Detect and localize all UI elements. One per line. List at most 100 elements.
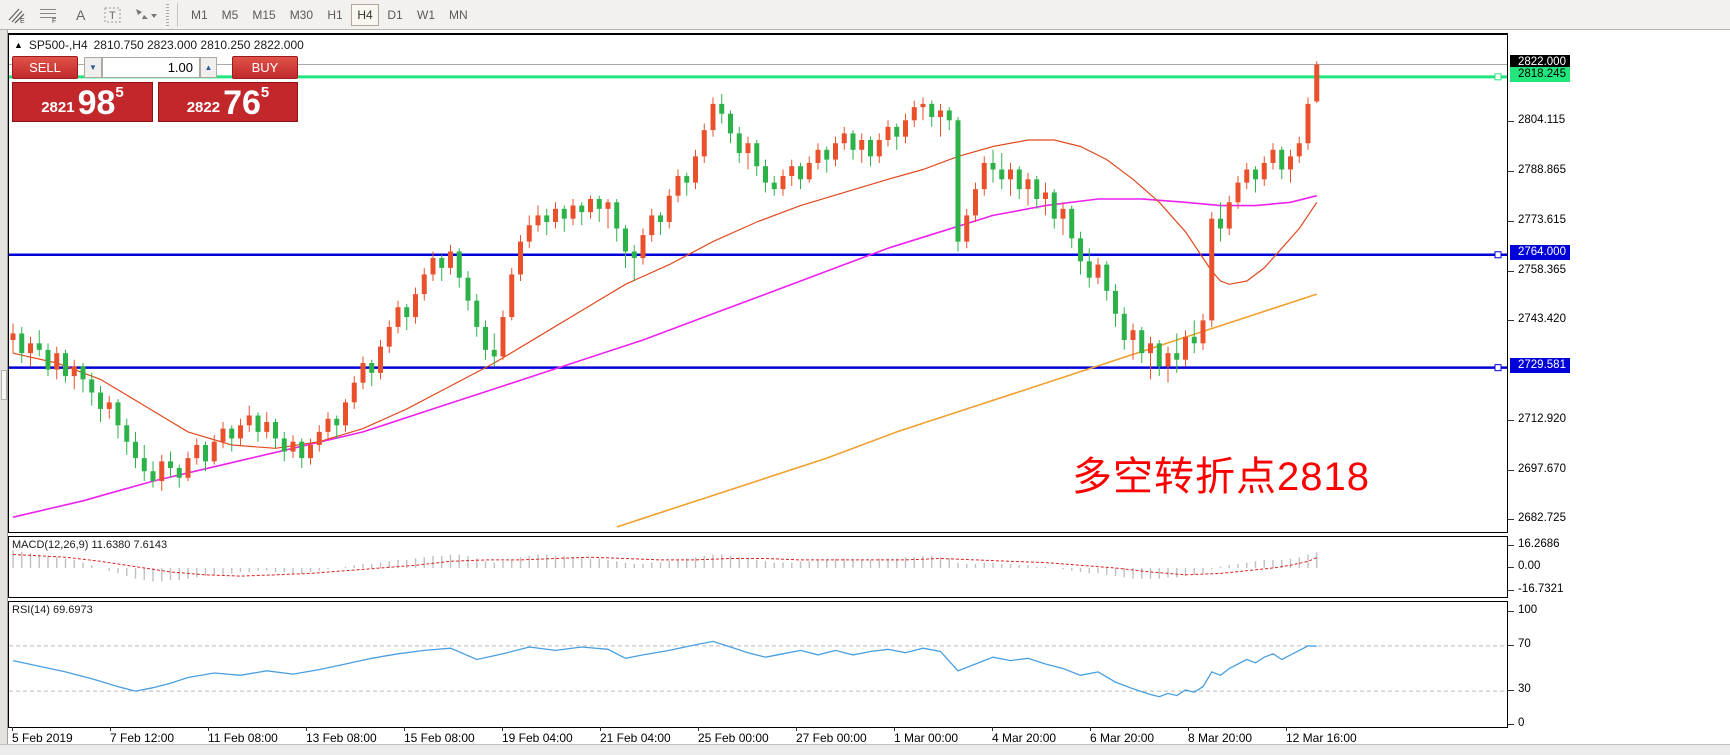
date-label: 1 Mar 00:00	[894, 731, 959, 745]
time-tick	[12, 727, 13, 731]
buy-quote[interactable]: 2822 76 5	[158, 82, 298, 122]
date-label: 4 Mar 20:00	[992, 731, 1057, 745]
arrows-tool-icon[interactable]	[130, 2, 160, 28]
toolbar-grip[interactable]	[166, 3, 169, 26]
text-label-icon[interactable]: A	[66, 2, 96, 28]
status-strip	[0, 744, 1730, 755]
sell-price-stem: 2821	[41, 99, 75, 116]
date-label: 8 Mar 20:00	[1188, 731, 1253, 745]
time-tick	[992, 727, 993, 731]
support-line-2729-handle[interactable]	[1494, 364, 1502, 372]
price-tick-label: 16.2686	[1518, 538, 1560, 551]
date-label: 15 Feb 08:00	[404, 731, 475, 745]
price-tick-label: 2788.865	[1518, 164, 1566, 177]
timeframe-button-m5[interactable]: M5	[221, 7, 239, 22]
buy-button[interactable]: BUY	[232, 56, 298, 79]
time-tick	[502, 727, 503, 731]
sell-quote[interactable]: 2821 98 5	[12, 82, 153, 122]
splitter-handle[interactable]	[1, 370, 7, 400]
timeframe-button-w1[interactable]: W1	[417, 7, 436, 22]
current-price-badge: 2822.000	[1510, 55, 1570, 71]
pivot-annotation-text: 多空转折点2818	[1072, 455, 1370, 499]
axis-tick	[1508, 320, 1514, 322]
rsi-label: RSI(14) 69.6973	[12, 604, 93, 616]
sell-button[interactable]: SELL	[12, 56, 78, 79]
price-tick-label: 0.00	[1518, 560, 1541, 572]
price-tick-label: 2712.920	[1518, 413, 1566, 426]
macd-signal-line	[12, 554, 1317, 577]
chart-title: ▲ SP500-,H4 2810.750 2823.000 2810.250 2…	[14, 38, 304, 52]
macd-panel[interactable]	[8, 536, 1508, 598]
axis-tick	[1508, 724, 1514, 725]
price-tick-label: 2804.115	[1518, 114, 1566, 127]
timeframe-button-m15[interactable]: M15	[252, 7, 276, 22]
time-tick	[110, 727, 111, 731]
price-tick-label: 2758.365	[1518, 264, 1566, 277]
price-tick-label: 100	[1518, 604, 1538, 616]
one-click-trading-panel: SELL ▼ ▲ BUY 2821 98 5 2822 76 5	[12, 56, 298, 122]
axis-tick	[1508, 420, 1514, 422]
price-tick-label: 2682.725	[1518, 512, 1566, 525]
toolbar: E F A T M1 M5 M15 M30 H1 H4 D1 W1 MN	[0, 0, 1730, 30]
support-price-badge-2: 2729.581	[1510, 358, 1570, 374]
timeframe-button-h1[interactable]: H1	[327, 7, 343, 22]
text-box-icon[interactable]: T	[98, 2, 128, 28]
price-tick-label: 30	[1518, 683, 1531, 696]
time-tick	[208, 727, 209, 731]
date-label: 19 Feb 04:00	[502, 731, 573, 745]
date-label: 12 Mar 16:00	[1286, 731, 1357, 745]
support-line-2764-handle[interactable]	[1494, 251, 1502, 259]
axis-tick	[1508, 567, 1514, 568]
timeframe-button-h4[interactable]: H4	[351, 3, 380, 26]
price-tick-label: -16.7321	[1518, 582, 1564, 595]
volume-dropdown-icon[interactable]: ▼	[84, 57, 102, 78]
timeframe-button-mn[interactable]: MN	[449, 7, 468, 22]
toolbar-separator	[177, 2, 178, 27]
axis-tick	[1508, 611, 1514, 612]
price-tick-label: 70	[1518, 637, 1531, 650]
time-tick	[404, 727, 405, 731]
price-tick-label: 2773.615	[1518, 214, 1566, 227]
axis-tick	[1508, 221, 1514, 223]
axis-tick	[1508, 470, 1514, 472]
time-axis[interactable]: 5 Feb 2019 7 Feb 12:00 11 Feb 08:00 13 Feb …	[8, 727, 1508, 745]
date-label: 13 Feb 08:00	[306, 731, 377, 745]
time-tick	[1188, 727, 1189, 731]
collapse-arrow-icon[interactable]: ▲	[14, 40, 23, 50]
symbol-label: SP500-,H4	[28, 38, 88, 52]
timeframe-button-m1[interactable]: M1	[191, 7, 208, 22]
support-price-badge-1: 2764.000	[1510, 245, 1570, 261]
date-label: 11 Feb 08:00	[208, 731, 278, 745]
pivot-line-2818-handle[interactable]	[1494, 73, 1502, 81]
axis-tick	[1508, 644, 1514, 646]
crosshair-styler-icon[interactable]: E	[2, 2, 32, 28]
ma-fast-red	[12, 139, 1318, 449]
axis-tick	[1508, 271, 1514, 273]
ohlc-readout: 2810.750 2823.000 2810.250 2822.000	[93, 38, 304, 52]
rsi-panel[interactable]	[8, 601, 1508, 728]
axis-tick	[1508, 545, 1514, 547]
price-tick-label: 2697.670	[1518, 463, 1566, 476]
left-splitter[interactable]	[0, 30, 8, 755]
time-tick	[306, 727, 307, 731]
volume-up-icon[interactable]: ▲	[200, 57, 217, 78]
macd-chart	[12, 550, 1318, 582]
rsi-line	[12, 640, 1317, 698]
volume-input[interactable]	[102, 57, 200, 78]
axis-tick	[1508, 589, 1514, 591]
price-tick-label: 0	[1518, 717, 1525, 729]
timeframe-button-d1[interactable]: D1	[387, 7, 403, 22]
svg-text:A: A	[76, 7, 86, 23]
time-tick	[1286, 727, 1287, 731]
buy-price-big: 76	[223, 84, 261, 123]
rsi-chart	[9, 640, 1507, 698]
time-tick	[1090, 727, 1091, 731]
axis-tick	[1508, 171, 1514, 173]
axis-tick	[1508, 519, 1514, 521]
sell-price-big: 98	[77, 84, 116, 123]
grid-properties-icon[interactable]: F	[34, 2, 64, 28]
price-axis[interactable]: 2804.115 2788.865 2773.615 2758.365 2743.420…	[1508, 30, 1730, 744]
timeframe-button-m30[interactable]: M30	[289, 7, 314, 22]
time-tick	[600, 727, 601, 731]
svg-text:E: E	[20, 18, 25, 24]
